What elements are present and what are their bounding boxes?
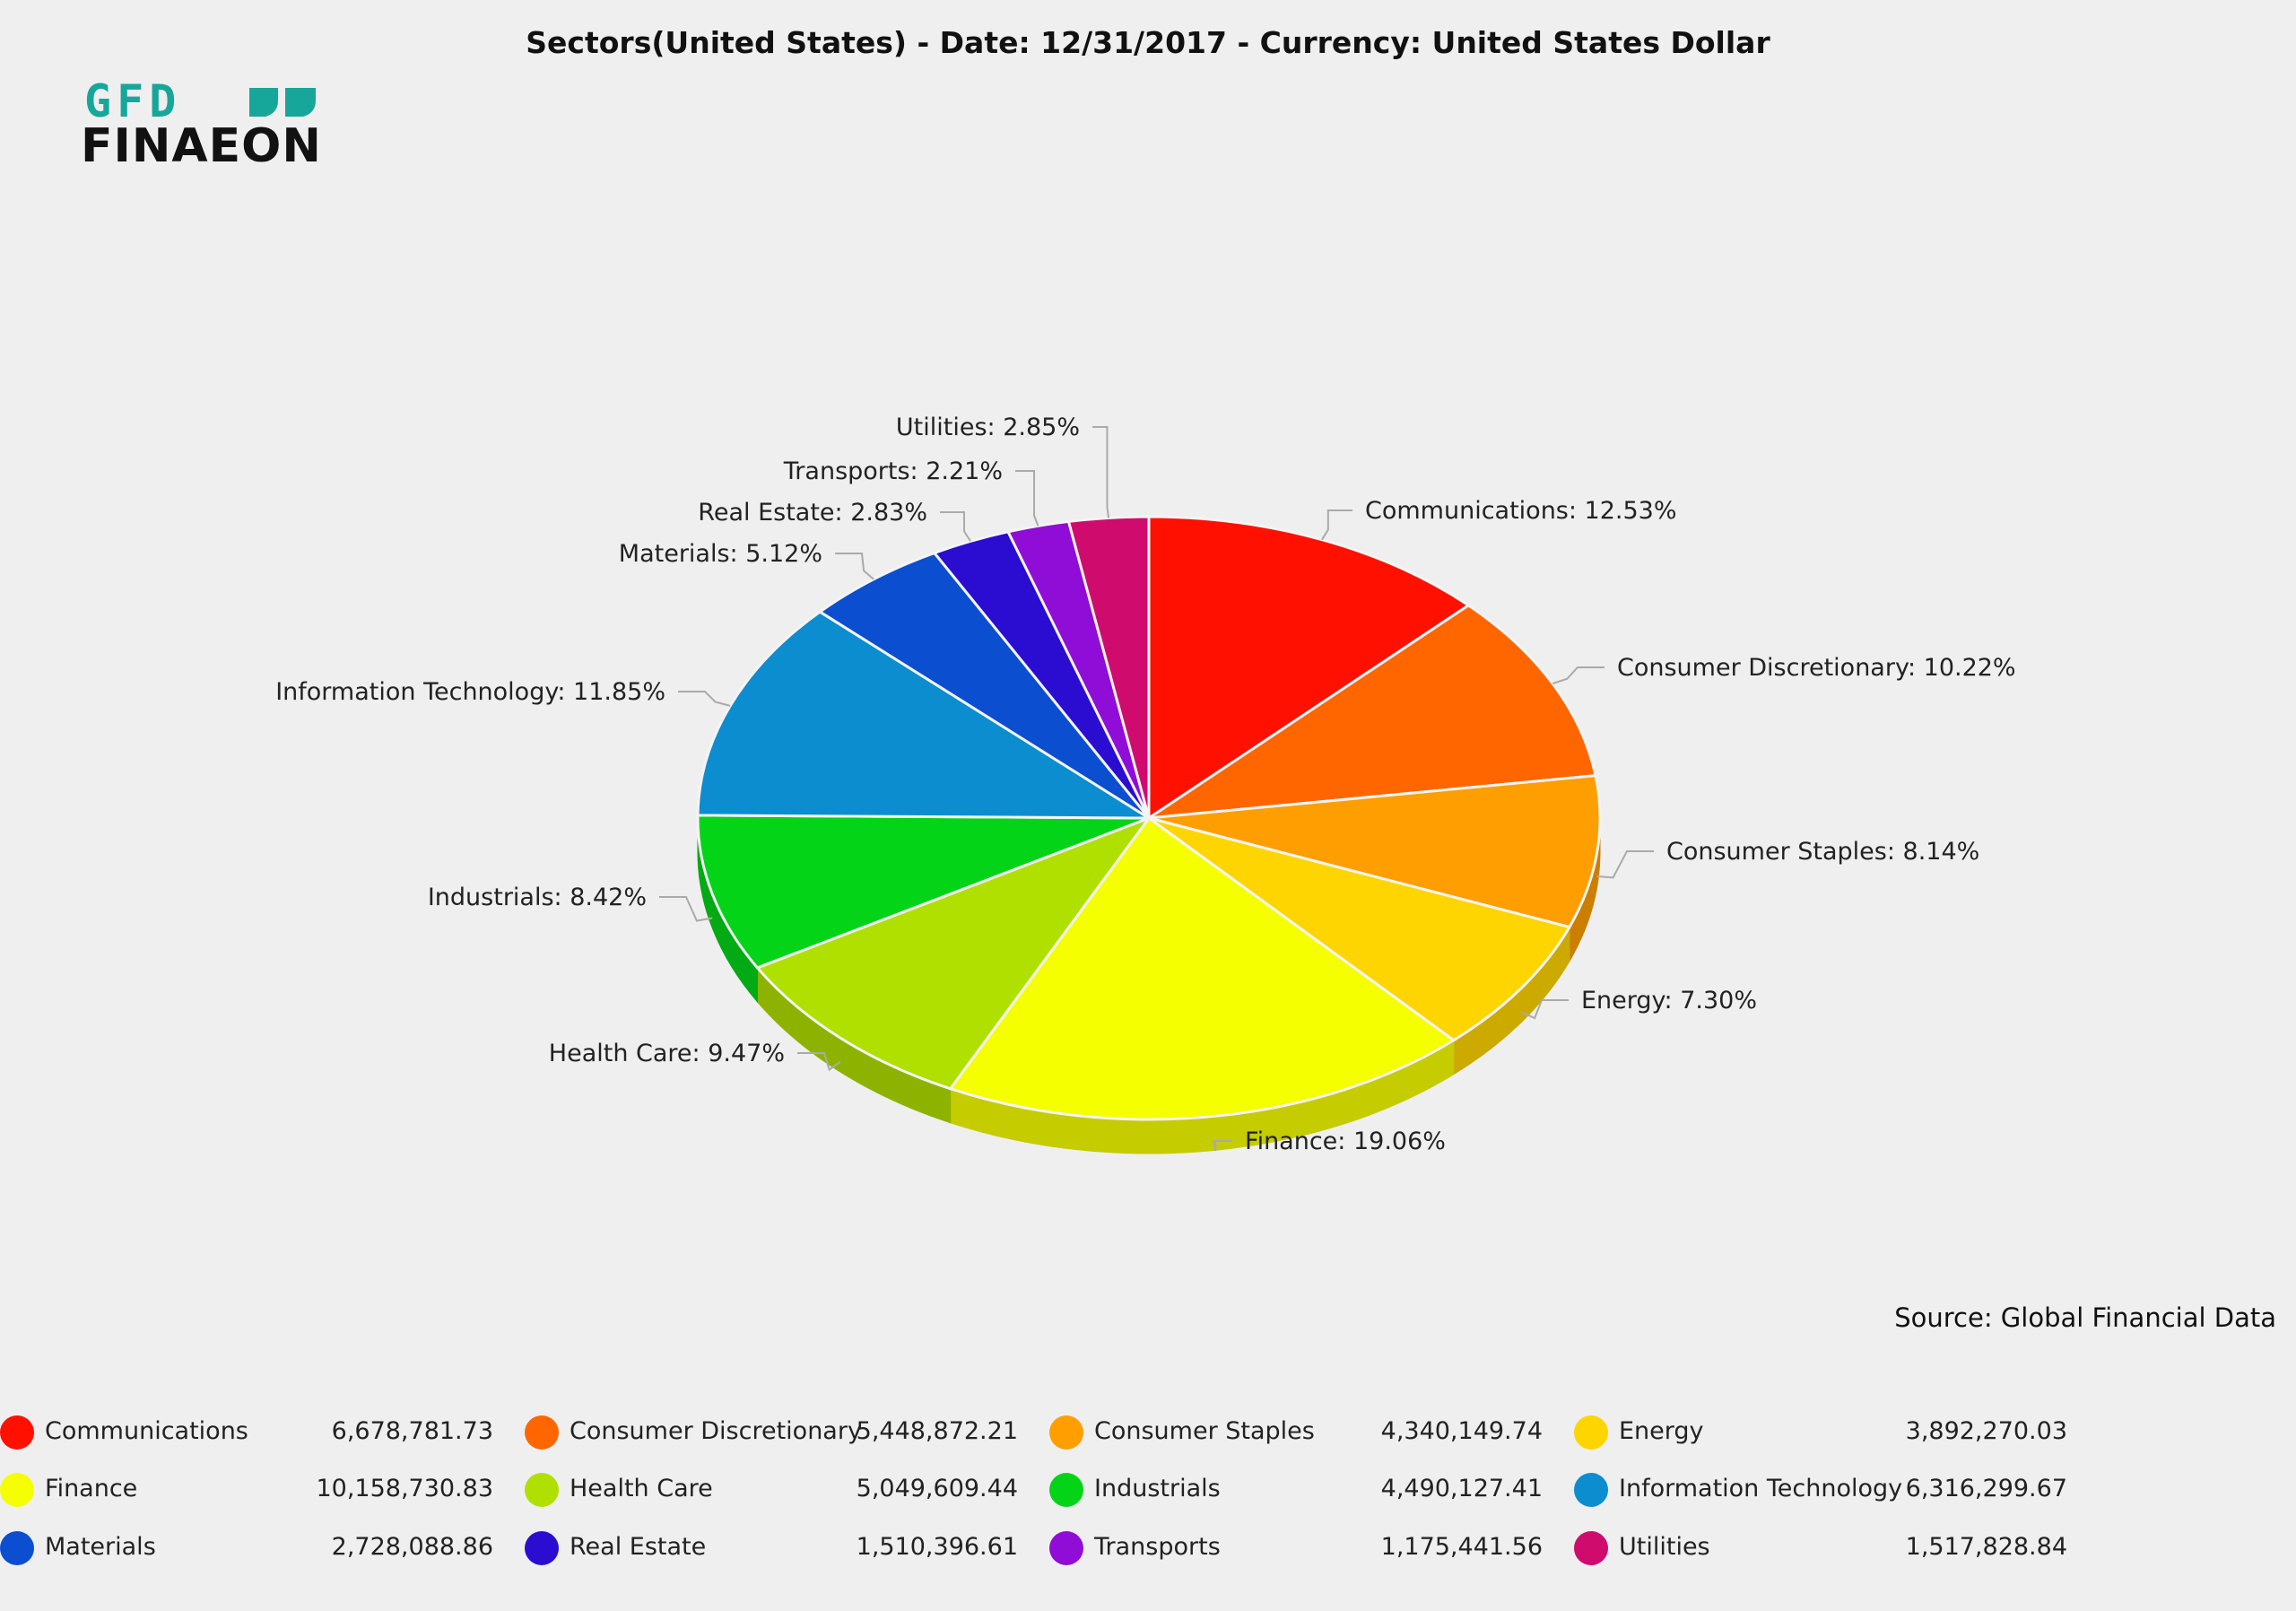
legend-series-value: 6,316,299.67 (1905, 1475, 2067, 1502)
leader-line (659, 896, 713, 922)
legend-series-value: 1,517,828.84 (1905, 1533, 2067, 1561)
legend-color-dot (0, 1473, 34, 1507)
leader-line (1092, 426, 1110, 518)
leader-line (1321, 509, 1352, 541)
legend-item[interactable]: Transports 1,175,441.56 (1049, 1529, 1543, 1569)
legend-color-dot (1574, 1531, 1608, 1565)
leader-line (797, 1052, 841, 1072)
legend: Communications 6,678,781.73 Consumer Discr… (0, 1414, 2296, 1593)
logo-bottom-text: FINAEON (81, 119, 322, 169)
legend-series-name: Industrials (1094, 1475, 1221, 1502)
leader-line (1212, 1139, 1232, 1152)
legend-series-value: 5,049,609.44 (856, 1475, 1018, 1502)
legend-series-value: 6,678,781.73 (331, 1417, 493, 1445)
chart-title: Sectors(United States) - Date: 12/31/201… (526, 25, 1770, 60)
legend-series-name: Consumer Discretionary (570, 1417, 862, 1445)
legend-color-dot (1574, 1473, 1608, 1507)
legend-color-dot (1049, 1473, 1083, 1507)
slice-label: Information Technology: 11.85% (275, 678, 665, 706)
legend-item[interactable]: Utilities 1,517,828.84 (1574, 1529, 2067, 1569)
gfd-finaeon-logo: GFD FINAEON (81, 83, 322, 169)
leader-line (1552, 666, 1605, 685)
slice-label: Transports: 2.21% (783, 457, 1003, 485)
legend-series-name: Health Care (570, 1475, 713, 1502)
source-note: Source: Global Financial Data (1894, 1302, 2276, 1333)
pie-slice-information-technology[interactable] (696, 610, 1154, 820)
logo-leaf-icon (285, 88, 316, 117)
legend-series-value: 10,158,730.83 (316, 1475, 493, 1502)
legend-series-value: 5,448,872.21 (856, 1417, 1018, 1445)
legend-color-dot (1574, 1415, 1608, 1450)
pie-slice-utilities[interactable] (1066, 515, 1151, 819)
logo-top-mark: GFD (84, 83, 316, 127)
legend-item[interactable]: Energy 3,892,270.03 (1574, 1414, 2067, 1453)
leader-line (1596, 850, 1654, 879)
logo-leaf-icon (249, 88, 278, 117)
slice-label: Consumer Staples: 8.14% (1666, 838, 1979, 866)
legend-color-dot (0, 1415, 34, 1450)
slice-label: Industrials: 8.42% (428, 884, 647, 911)
pie-top-slices (696, 515, 1602, 1121)
slice-label: Health Care: 9.47% (549, 1040, 785, 1067)
legend-series-name: Information Technology (1619, 1475, 1903, 1502)
legend-item[interactable]: Information Technology 6,316,299.67 (1574, 1471, 2067, 1511)
legend-item[interactable]: Industrials 4,490,127.41 (1049, 1471, 1543, 1511)
legend-color-dot (525, 1415, 559, 1450)
logo-top-text: GFD (84, 83, 181, 127)
legend-series-name: Materials (45, 1533, 156, 1561)
legend-series-value: 1,510,396.61 (856, 1533, 1018, 1561)
slice-label: Finance: 19.06% (1245, 1128, 1446, 1155)
slice-label: Consumer Discretionary: 10.22% (1617, 654, 2016, 682)
pie-slice-health-care[interactable] (754, 814, 1153, 1091)
pie-slice-materials[interactable] (817, 551, 1151, 820)
leader-line (1015, 470, 1039, 527)
legend-color-dot (1049, 1531, 1083, 1565)
pie-slice-communications[interactable] (1147, 515, 1472, 821)
legend-item[interactable]: Consumer Discretionary 5,448,872.21 (525, 1414, 1018, 1453)
legend-item[interactable]: Consumer Staples 4,340,149.74 (1049, 1414, 1543, 1453)
legend-series-name: Communications (45, 1417, 248, 1445)
legend-series-name: Utilities (1619, 1533, 1710, 1561)
slice-label: Communications: 12.53% (1365, 497, 1677, 525)
leader-line (1520, 999, 1569, 1020)
legend-item[interactable]: Materials 2,728,088.86 (0, 1529, 493, 1569)
legend-series-name: Energy (1619, 1417, 1704, 1445)
slice-label: Energy: 7.30% (1581, 987, 1757, 1014)
slice-label: Utilities: 2.85% (896, 414, 1080, 441)
legend-item[interactable]: Real Estate 1,510,396.61 (525, 1529, 1018, 1569)
legend-series-name: Consumer Staples (1094, 1417, 1315, 1445)
legend-series-name: Real Estate (570, 1533, 707, 1561)
pie-slice-energy[interactable] (1148, 816, 1572, 1042)
pie-slice-consumer-staples[interactable] (1148, 774, 1602, 929)
legend-color-dot (1049, 1415, 1083, 1450)
pie-slice-labels: Communications: 12.53% Consumer Discretio… (275, 414, 2015, 1155)
legend-series-name: Transports (1094, 1533, 1221, 1561)
legend-item[interactable]: Communications 6,678,781.73 (0, 1414, 493, 1453)
legend-series-value: 2,728,088.86 (331, 1533, 493, 1561)
legend-color-dot (525, 1473, 559, 1507)
leader-line (678, 691, 731, 707)
legend-series-name: Finance (45, 1475, 138, 1502)
legend-item[interactable]: Health Care 5,049,609.44 (525, 1471, 1018, 1511)
legend-series-value: 1,175,441.56 (1380, 1533, 1543, 1561)
legend-color-dot (0, 1531, 34, 1565)
slice-label: Real Estate: 2.83% (698, 499, 927, 527)
leader-line (940, 511, 971, 542)
legend-color-dot (525, 1531, 559, 1565)
pie-chart: Communications: 12.53% Consumer Discretio… (275, 414, 2015, 1155)
pie-slice-industrials[interactable] (696, 814, 1150, 970)
slice-label: Materials: 5.12% (619, 540, 822, 568)
legend-series-value: 3,892,270.03 (1905, 1417, 2067, 1445)
legend-series-value: 4,340,149.74 (1380, 1417, 1543, 1445)
legend-item[interactable]: Finance 10,158,730.83 (0, 1471, 493, 1511)
leader-line (835, 553, 874, 580)
legend-series-value: 4,490,127.41 (1380, 1475, 1543, 1502)
pie-slice-finance[interactable] (948, 815, 1457, 1121)
